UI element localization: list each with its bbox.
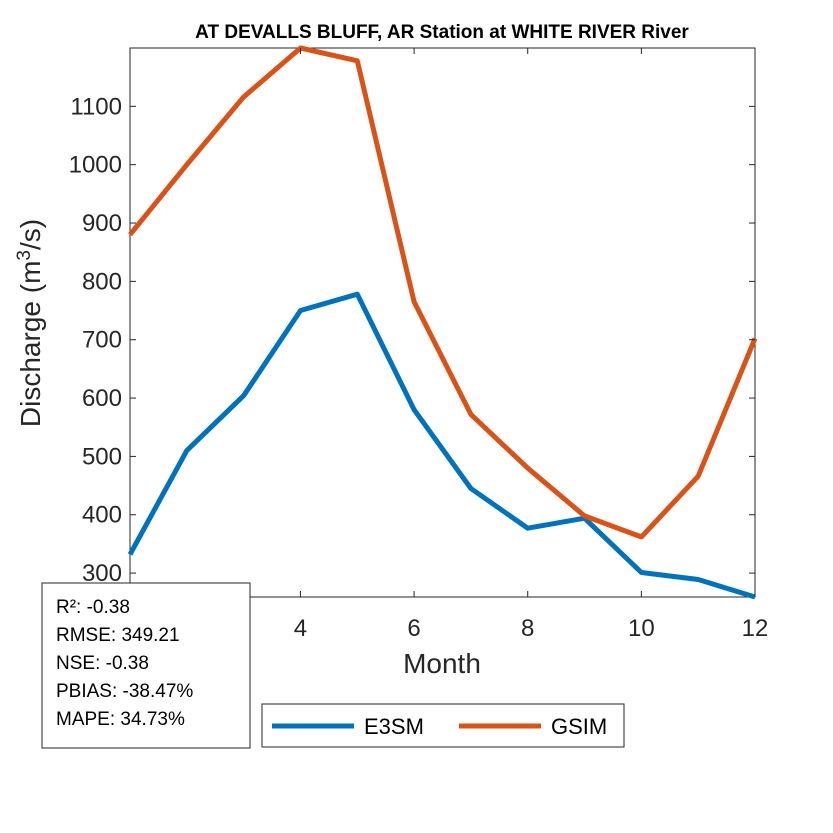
stats-line: R²: -0.38	[56, 597, 130, 618]
y-tick-label: 1000	[69, 152, 122, 179]
legend: E3SM GSIM	[261, 703, 625, 748]
legend-frame	[261, 703, 625, 748]
legend-label-gsim: GSIM	[551, 714, 607, 739]
series-layer	[127, 45, 758, 600]
series-line-gsim	[128, 45, 758, 540]
stats-box-frame	[41, 582, 251, 749]
series-line-e3sm	[127, 291, 756, 600]
x-axis-label: Month	[403, 648, 481, 679]
y-axis-label-main: Discharge (m	[15, 261, 46, 427]
chart-title: AT DEVALLS BLUFF, AR Station at WHITE RI…	[195, 22, 689, 43]
y-tick-label: 700	[82, 327, 122, 354]
y-tick-label: 900	[82, 210, 122, 237]
y-axis-label-unit: /s)	[15, 219, 46, 250]
plot-box	[129, 47, 756, 598]
y-tick-label: 500	[82, 443, 122, 470]
stats-line: MAPE: 34.73%	[56, 709, 185, 730]
stats-box: R²: -0.38 RMSE: 349.21 NSE: -0.38 PBIAS: -3…	[41, 582, 251, 749]
y-tick-label: 600	[82, 385, 122, 412]
stats-line: PBIAS: -38.47%	[56, 681, 193, 702]
x-tick-label: 12	[742, 615, 769, 642]
stats-line: NSE: -0.38	[56, 653, 149, 674]
x-tick-label: 10	[628, 615, 655, 642]
y-tick-label: 400	[82, 502, 122, 529]
legend-label-e3sm: E3SM	[364, 714, 424, 739]
stats-line: RMSE: 349.21	[56, 625, 180, 646]
y-axis-label-superscript: 3	[14, 250, 35, 261]
x-tick-label: 8	[521, 615, 534, 642]
y-tick-label: 800	[82, 268, 122, 295]
plot-area	[129, 47, 756, 598]
y-axis-label: Discharge (m3/s)	[14, 219, 47, 427]
x-tick-label: 4	[294, 615, 307, 642]
y-tick-label: 1100	[70, 93, 122, 120]
x-tick-label: 6	[407, 615, 420, 642]
